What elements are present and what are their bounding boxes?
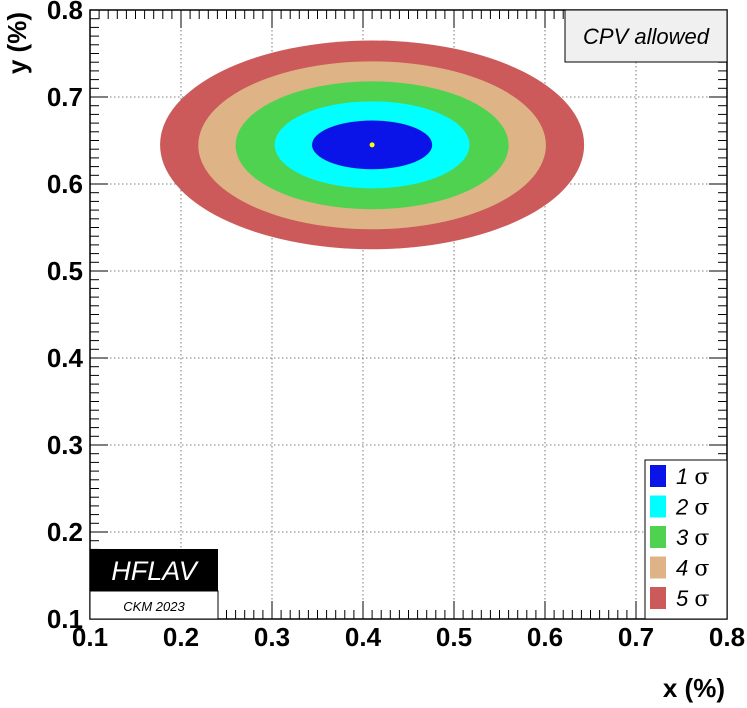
y-tick-label: 0.8 xyxy=(47,0,83,25)
confidence-contours xyxy=(160,40,585,250)
legend-label: 2 σ xyxy=(675,495,709,521)
cpv-annotation-text: CPV allowed xyxy=(583,24,710,49)
y-tick-label: 0.5 xyxy=(47,256,83,286)
x-tick-label: 0.5 xyxy=(436,622,472,652)
legend-label: 1 σ xyxy=(676,464,709,490)
cpv-annotation-box xyxy=(564,9,728,63)
y-tick-labels: 0.1 0.2 0.3 0.4 0.5 0.6 0.7 0.8 xyxy=(47,0,84,634)
hflav-logo-box xyxy=(90,549,218,591)
central-value-marker xyxy=(369,142,375,148)
y-tick-label: 0.3 xyxy=(47,430,83,460)
legend-label: 4 σ xyxy=(676,556,709,582)
plot-frame xyxy=(89,9,728,620)
legend-label-number: 1 xyxy=(676,464,694,489)
legend-label-number: 3 xyxy=(676,525,694,550)
x-tick-label: 0.7 xyxy=(618,622,654,652)
legend-swatch xyxy=(650,465,666,487)
legend-label-number: 2 xyxy=(675,495,694,520)
legend-label-sigma: σ xyxy=(694,496,709,521)
hflav-logo-title: HFLAV xyxy=(111,556,200,586)
x-tick-labels: 0.1 0.2 0.3 0.4 0.5 0.6 0.7 0.8 xyxy=(72,622,745,652)
y-axis-title: y (%) xyxy=(2,12,32,74)
y-tick-label: 0.6 xyxy=(47,169,83,199)
x-tick-label: 0.3 xyxy=(254,622,290,652)
hflav-logo-subbox xyxy=(89,590,219,620)
legend-label-number: 4 xyxy=(676,556,694,581)
legend-swatch xyxy=(650,587,666,609)
legend-label: 3 σ xyxy=(676,525,709,551)
hflav-logo: HFLAV CKM 2023 xyxy=(89,549,219,620)
legend-swatch xyxy=(650,495,666,518)
x-tick-label: 0.8 xyxy=(709,622,745,652)
legend-swatch xyxy=(650,556,666,579)
legend-label-number: 5 xyxy=(676,586,694,611)
legend-label-sigma: σ xyxy=(694,587,709,612)
x-tick-label: 0.6 xyxy=(527,622,563,652)
legend-label-sigma: σ xyxy=(694,557,709,582)
x-tick-label: 0.2 xyxy=(163,622,199,652)
y-tick-label: 0.1 xyxy=(47,604,83,634)
y-tick-label: 0.4 xyxy=(47,343,84,373)
y-tick-label: 0.2 xyxy=(47,517,83,547)
cpv-annotation: CPV allowed xyxy=(564,9,728,63)
x-tick-label: 0.1 xyxy=(72,622,108,652)
x-tick-label: 0.4 xyxy=(345,622,382,652)
x-axis-title: x (%) xyxy=(663,673,725,703)
y-tick-label: 0.7 xyxy=(47,82,83,112)
legend: 1 σ2 σ3 σ4 σ5 σ xyxy=(644,459,728,620)
legend-label-sigma: σ xyxy=(694,526,709,551)
legend-label: 5 σ xyxy=(676,586,709,612)
legend-label-sigma: σ xyxy=(694,465,709,490)
legend-swatch xyxy=(650,526,666,548)
hflav-logo-subtitle: CKM 2023 xyxy=(123,599,185,614)
